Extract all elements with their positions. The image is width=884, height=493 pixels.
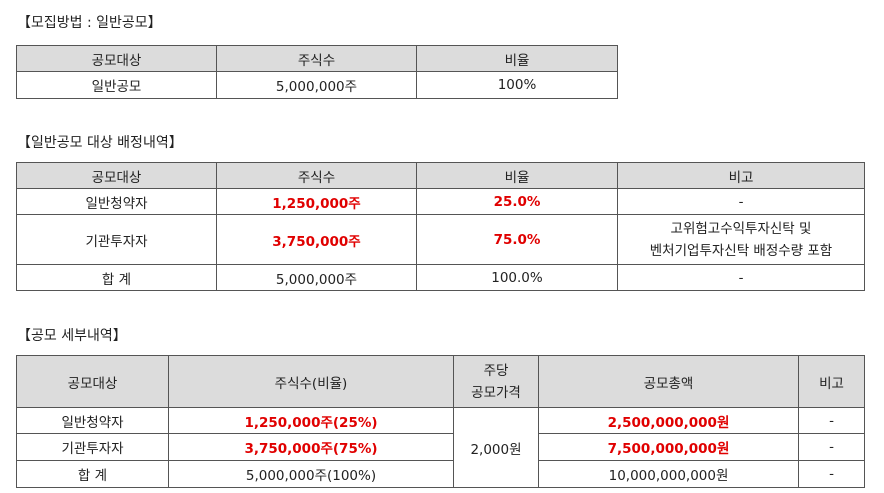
cell-total: 10,000,000,000원	[538, 460, 799, 488]
cell-note: -	[798, 433, 865, 461]
section3-title: 【공모 세부내역】	[17, 328, 127, 344]
cell-ratio: 25.0%	[416, 188, 618, 215]
table-row: 일반청약자 1,250,000주(25%) 2,000원 2,500,000,0…	[16, 407, 865, 488]
cell-ratio: 75.0%	[416, 214, 618, 265]
cell-target: 일반청약자	[16, 188, 217, 215]
recruitment-method-table: 공모대상 주식수 비율 일반공모 5,000,000주 100%	[16, 45, 618, 99]
note-line-1: 고위험고수익투자신탁 및	[670, 220, 812, 237]
cell-note: -	[617, 188, 865, 215]
header-shares-ratio: 주식수(비율)	[168, 355, 454, 408]
cell-total: 2,500,000,000원	[538, 407, 799, 434]
cell-total: 7,500,000,000원	[538, 433, 799, 461]
header-target: 공모대상	[16, 355, 169, 408]
cell-shares-ratio: 1,250,000주(25%)	[168, 407, 454, 434]
cell-target: 합 계	[16, 460, 169, 488]
table-row: 합 계 5,000,000주 100.0% -	[16, 264, 865, 291]
cell-target: 일반공모	[16, 71, 217, 99]
section1-title: 【모집방법 : 일반공모】	[17, 15, 162, 31]
cell-target: 기관투자자	[16, 214, 217, 265]
cell-shares-ratio: 3,750,000주(75%)	[168, 433, 454, 461]
cell-target: 일반청약자	[16, 407, 169, 434]
cell-ratio: 100.0%	[416, 264, 618, 291]
header-shares: 주식수	[216, 162, 417, 189]
table-row: 일반청약자 1,250,000주 25.0% -	[16, 188, 865, 215]
header-target: 공모대상	[16, 162, 217, 189]
header-target: 공모대상	[16, 45, 217, 72]
header-price-line-1: 주당	[483, 362, 509, 379]
note-line-2: 벤처기업투자신탁 배정수량 포함	[649, 242, 833, 259]
cell-shares: 3,750,000주	[216, 214, 417, 265]
cell-shares: 1,250,000주	[216, 188, 417, 215]
cell-target: 기관투자자	[16, 433, 169, 461]
allocation-table: 공모대상 주식수 비율 비고 일반청약자 1,250,000주 25.0% - …	[16, 162, 865, 291]
header-shares: 주식수	[216, 45, 417, 72]
cell-shares: 5,000,000주	[216, 264, 417, 291]
cell-note: -	[798, 460, 865, 488]
header-note: 비고	[617, 162, 865, 189]
section2-title: 【일반공모 대상 배정내역】	[17, 135, 183, 151]
cell-target: 합 계	[16, 264, 217, 291]
header-ratio: 비율	[416, 162, 618, 189]
header-price-line-2: 공모가격	[471, 384, 521, 401]
header-note: 비고	[798, 355, 865, 408]
header-total: 공모총액	[538, 355, 799, 408]
cell-price: 2,000원	[453, 407, 539, 488]
cell-note: -	[617, 264, 865, 291]
cell-shares: 5,000,000주	[216, 71, 417, 99]
cell-ratio: 100%	[416, 71, 618, 99]
table-row: 기관투자자 3,750,000주(75%) 7,500,000,000원 -	[16, 433, 865, 461]
header-ratio: 비율	[416, 45, 618, 72]
table-row: 합 계 5,000,000주(100%) 10,000,000,000원 -	[16, 460, 865, 488]
cell-note: -	[798, 407, 865, 434]
cell-shares-ratio: 5,000,000주(100%)	[168, 460, 454, 488]
